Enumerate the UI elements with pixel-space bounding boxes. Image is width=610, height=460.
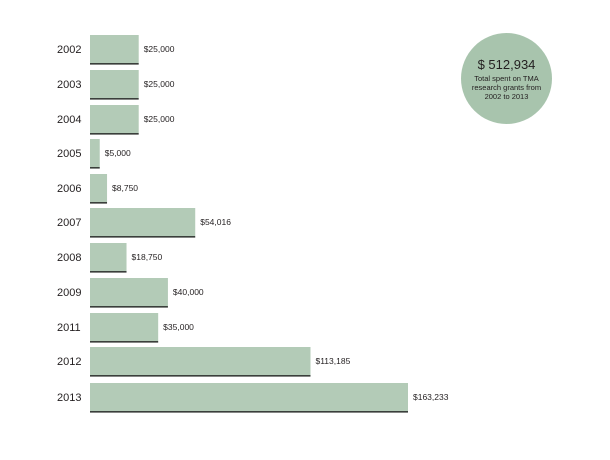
year-label: 2003 <box>57 79 81 91</box>
bar <box>90 105 139 133</box>
year-label: 2005 <box>57 148 81 160</box>
year-label: 2008 <box>57 252 81 264</box>
bar <box>90 174 108 202</box>
bar-row-2004: 2004 $25,000 <box>57 105 175 135</box>
bar-row-2012: 2012 $113,185 <box>57 347 351 377</box>
bar <box>90 278 168 306</box>
value-label: $163,233 <box>413 392 449 402</box>
bar <box>90 35 139 63</box>
bar <box>90 243 127 271</box>
value-label: $25,000 <box>144 44 175 54</box>
bar-row-2003: 2003 $25,000 <box>57 70 175 100</box>
bar <box>90 313 159 341</box>
year-label: 2002 <box>57 44 81 56</box>
bar-row-2009: 2009 $40,000 <box>57 278 204 308</box>
bar-row-2008: 2008 $18,750 <box>57 243 163 273</box>
value-label: $5,000 <box>105 148 131 158</box>
bar <box>90 347 311 375</box>
bar <box>90 383 408 411</box>
value-label: $35,000 <box>163 322 194 332</box>
value-label: $25,000 <box>144 114 175 124</box>
total-amount: $ 512,934 <box>477 56 536 72</box>
bar <box>90 139 100 167</box>
year-label: 2012 <box>57 356 81 368</box>
bar-row-2006: 2006 $8,750 <box>57 174 138 204</box>
year-label: 2009 <box>57 287 81 299</box>
year-label: 2007 <box>57 217 81 229</box>
total-caption: Total spent on TMA research grants from … <box>471 73 542 101</box>
value-label: $40,000 <box>173 287 204 297</box>
bar-row-2005: 2005 $5,000 <box>57 139 131 169</box>
bar-row-2013: 2013 $163,233 <box>57 383 449 413</box>
year-label: 2011 <box>57 322 81 334</box>
value-label: $113,185 <box>315 356 350 366</box>
bar-row-2002: 2002 $25,000 <box>57 35 175 65</box>
bar <box>90 208 196 236</box>
total-spent-badge: $ 512,934 Total spent on TMA research gr… <box>461 33 552 124</box>
year-label: 2013 <box>57 392 81 404</box>
value-label: $25,000 <box>144 79 175 89</box>
value-label: $8,750 <box>112 183 138 193</box>
bar-row-2007: 2007 $54,016 <box>57 208 231 238</box>
bar <box>90 70 139 98</box>
year-label: 2004 <box>57 114 81 126</box>
value-label: $18,750 <box>132 252 163 262</box>
year-label: 2006 <box>57 183 81 195</box>
bar-row-2011: 2011 $35,000 <box>57 313 194 343</box>
value-label: $54,016 <box>200 217 231 227</box>
